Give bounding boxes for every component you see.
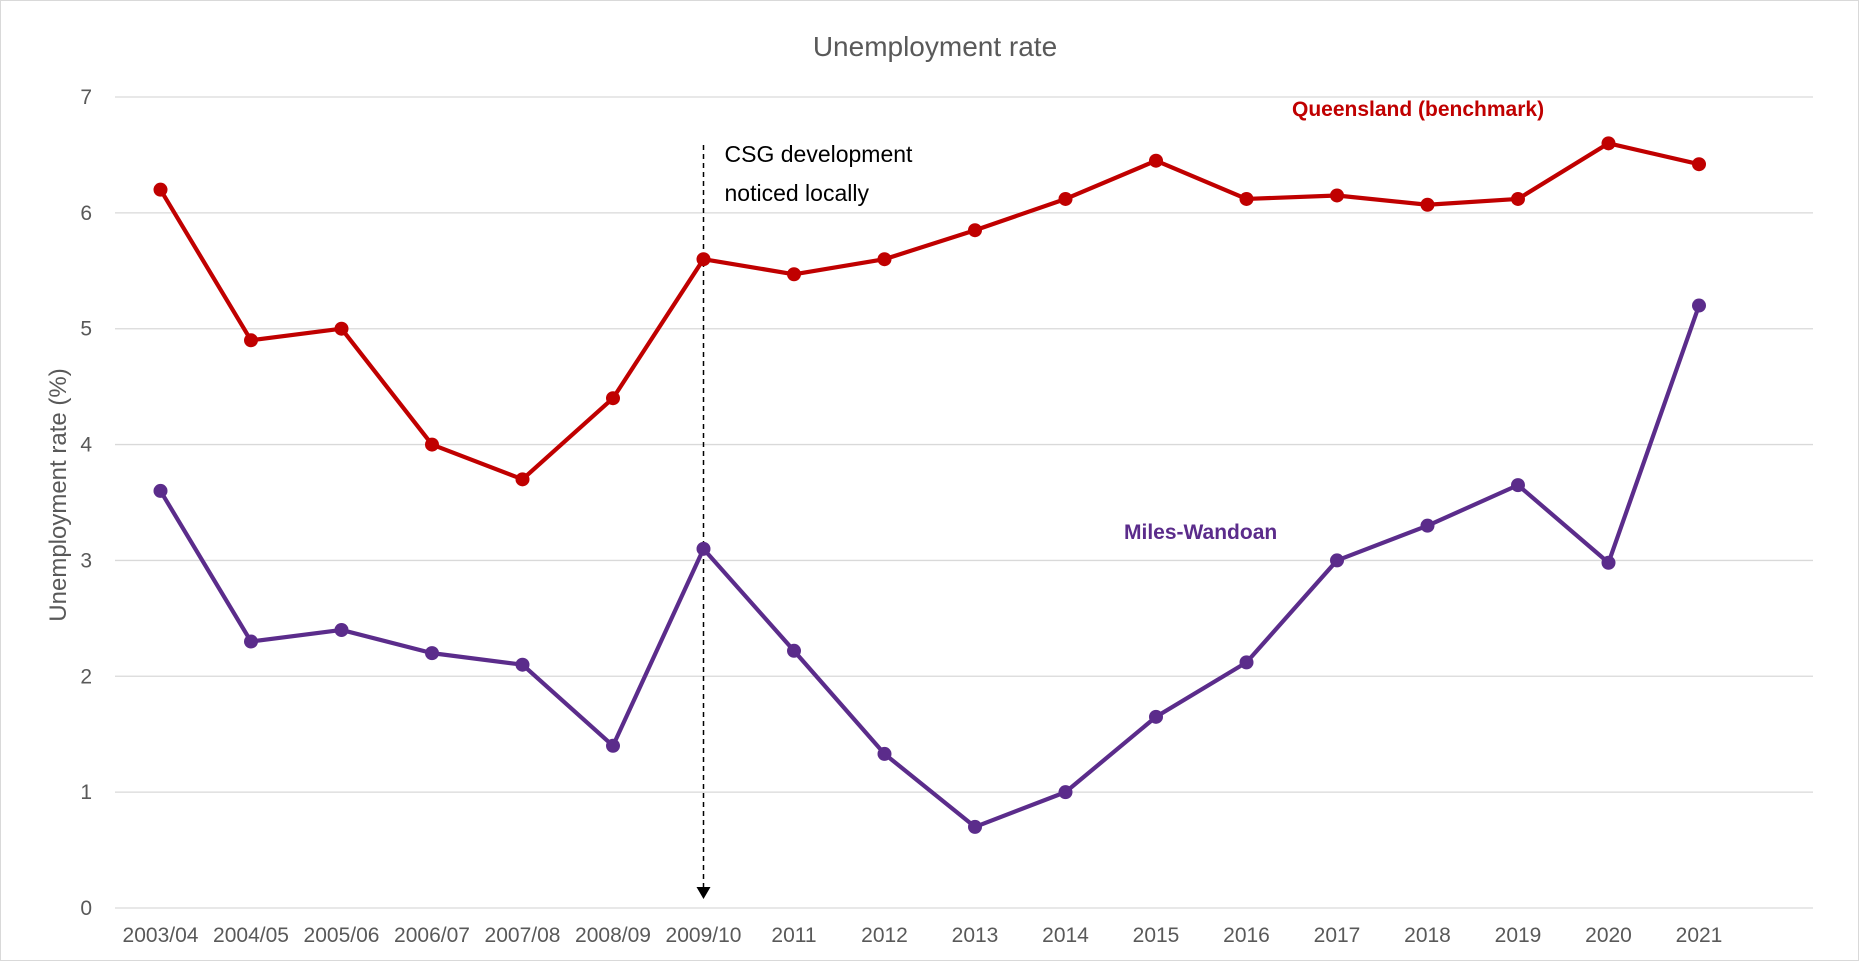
y-tick-label: 7 — [80, 86, 92, 109]
x-tick-label: 2012 — [861, 924, 908, 947]
data-point — [787, 267, 801, 282]
data-point — [244, 333, 258, 348]
data-point — [968, 223, 982, 238]
data-point — [1420, 518, 1435, 533]
y-tick-label: 2 — [80, 665, 92, 688]
y-tick-label: 6 — [80, 202, 92, 225]
x-tick-label: 2008/09 — [575, 924, 651, 947]
y-tick-label: 3 — [80, 549, 92, 572]
gridlines — [115, 96, 1813, 909]
x-tick-label: 2003/04 — [123, 924, 199, 947]
chart-title: Unemployment rate — [813, 31, 1057, 62]
x-tick-label: 2021 — [1676, 924, 1723, 947]
x-tick-label: 2013 — [952, 924, 999, 947]
data-point — [153, 483, 168, 498]
annotation-text-line1: CSG development — [725, 141, 914, 167]
data-point — [153, 182, 168, 197]
data-point — [968, 819, 982, 834]
data-point — [1692, 157, 1706, 172]
x-tick-label: 2020 — [1585, 924, 1632, 947]
x-tick-label: 2004/05 — [213, 924, 289, 947]
data-point — [1601, 136, 1616, 151]
data-point — [1149, 709, 1163, 724]
data-point — [606, 391, 620, 406]
data-point — [334, 622, 349, 637]
x-tick-labels: 2003/04 2004/05 2005/06 2006/07 2007/08 2008/… — [123, 924, 1723, 947]
data-point — [1601, 555, 1616, 570]
data-point — [515, 472, 530, 487]
data-point — [1330, 188, 1344, 203]
data-point — [1511, 191, 1525, 206]
y-tick-label: 0 — [80, 897, 92, 920]
data-point — [1511, 478, 1525, 493]
data-point — [696, 541, 711, 556]
x-tick-label: 2007/08 — [485, 924, 561, 947]
y-tick-labels: 0 1 2 3 4 5 6 7 — [80, 86, 92, 920]
x-tick-label: 2015 — [1133, 924, 1180, 947]
x-tick-label: 2014 — [1042, 924, 1089, 947]
data-point — [877, 746, 892, 761]
data-point — [1330, 553, 1344, 568]
data-point — [877, 252, 892, 267]
data-point — [696, 252, 711, 267]
data-point — [425, 437, 439, 452]
series-label-queensland: Queensland (benchmark) — [1292, 98, 1544, 121]
data-point — [244, 634, 258, 649]
data-point — [334, 321, 349, 336]
data-point — [787, 643, 801, 658]
annotation-arrowhead — [696, 887, 711, 899]
series-group — [153, 136, 1706, 834]
data-point — [1149, 153, 1163, 168]
x-tick-label: 2006/07 — [394, 924, 470, 947]
data-point — [515, 657, 530, 672]
data-point — [606, 738, 620, 753]
x-tick-label: 2009/10 — [666, 924, 742, 947]
data-point — [1058, 785, 1073, 800]
series-line-0 — [158, 141, 1700, 482]
y-tick-label: 1 — [80, 781, 92, 804]
data-point — [1058, 191, 1073, 206]
data-point — [1239, 655, 1254, 670]
x-tick-label: 2005/06 — [304, 924, 380, 947]
y-axis-label: Unemployment rate (%) — [45, 368, 72, 621]
series-label-miles-wandoan: Miles-Wandoan — [1124, 521, 1277, 544]
y-tick-label: 5 — [80, 318, 92, 341]
x-tick-label: 2011 — [771, 924, 816, 947]
x-tick-label: 2018 — [1404, 924, 1451, 947]
x-tick-label: 2016 — [1223, 924, 1270, 947]
x-tick-label: 2019 — [1495, 924, 1542, 947]
data-point — [425, 646, 439, 661]
annotation-text-line2: noticed locally — [725, 180, 870, 206]
data-point — [1420, 197, 1435, 212]
x-tick-label: 2017 — [1314, 924, 1361, 947]
series-line-1 — [158, 304, 1701, 830]
annotation: CSG development noticed locally — [696, 141, 914, 899]
data-point — [1692, 298, 1706, 313]
data-point — [1239, 191, 1254, 206]
y-tick-label: 4 — [80, 434, 92, 457]
